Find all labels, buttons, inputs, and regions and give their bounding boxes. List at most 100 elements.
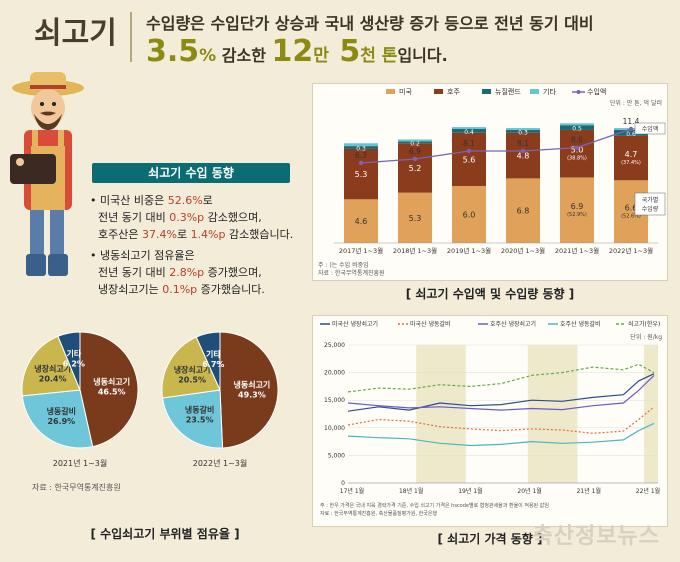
pie-title: 2021년 1~3월 bbox=[53, 458, 108, 468]
b1-l3-pre: 호주산은 bbox=[98, 228, 142, 241]
value-label: 6.9 bbox=[409, 147, 421, 156]
bar-value-label: 6.9 bbox=[571, 202, 584, 211]
bar-value-label: 5.2 bbox=[409, 164, 422, 173]
pie-slice bbox=[219, 331, 279, 449]
bar-note: 주 : )는 수입 비중임 bbox=[318, 261, 369, 269]
pie-value-label: 20.5% bbox=[178, 376, 206, 385]
bar-segment bbox=[452, 129, 486, 133]
value-label: 6.3 bbox=[355, 151, 367, 160]
bar-category-label: 2022년 1~3월 bbox=[609, 246, 653, 255]
bar-value-label: 6.8 bbox=[517, 207, 530, 216]
pie-slice bbox=[161, 389, 224, 449]
headline-txt2: 입니다. bbox=[397, 46, 448, 65]
bar-value-label: 6.0 bbox=[463, 211, 476, 220]
b2-l2-post: 증가했으며, bbox=[204, 266, 262, 279]
b2-v1: 2.8%p bbox=[169, 266, 205, 279]
b1-mid: 로 bbox=[202, 194, 213, 207]
x-tick-label: 22년 1월 bbox=[636, 487, 660, 495]
pie-label: 냉장쇠고기 bbox=[34, 364, 71, 374]
b2-v2: 0.1%p bbox=[162, 283, 198, 296]
shade-region bbox=[416, 345, 466, 483]
pie-slice bbox=[21, 389, 94, 449]
bar-share-label: (52.9%) bbox=[567, 212, 587, 218]
legend-label: 호주 bbox=[447, 88, 460, 96]
price-line bbox=[347, 373, 655, 412]
x-tick-label: 20년 1월 bbox=[517, 487, 541, 495]
bar-segment bbox=[452, 132, 486, 186]
bar-value-label: 0.5 bbox=[572, 126, 582, 133]
right-label-box2 bbox=[634, 192, 666, 216]
value-point bbox=[358, 160, 364, 166]
b1-l2-post: 감소했으며, bbox=[204, 211, 262, 224]
y-tick-label: 10,000 bbox=[324, 425, 345, 432]
line-caption: [ 쇠고기 가격 동향 ] bbox=[437, 532, 543, 546]
headline-line1: 수입량은 수입단가 상승과 국내 생산량 증가 등으로 전년 동기 대비 bbox=[146, 14, 594, 33]
y-tick-label: 5,000 bbox=[328, 452, 345, 459]
bar-category-label: 2021년 1~3월 bbox=[555, 246, 599, 255]
pie-source: 자료 : 한국무역통계진흥원 bbox=[32, 483, 121, 492]
shade-region bbox=[527, 345, 578, 483]
pie-caption: [ 수입쇠고기 부위별 점유율 ] bbox=[90, 527, 240, 541]
x-tick-label: 18년 1월 bbox=[399, 487, 423, 495]
page-title: 쇠고기 bbox=[34, 16, 117, 51]
bar-segment bbox=[506, 178, 540, 243]
headline-num2: 12 bbox=[271, 34, 314, 69]
bar-value-label: 6.6 bbox=[625, 204, 638, 213]
bar-value-label: 4.7 bbox=[625, 150, 638, 159]
legend-label: 쇠고기(한우) bbox=[628, 320, 660, 328]
y-tick-label: 15,000 bbox=[324, 397, 345, 404]
legend-label: 뉴질랜드 bbox=[495, 87, 521, 96]
bar-segment bbox=[344, 143, 378, 147]
pie-label: 냉동갈비 bbox=[47, 406, 76, 416]
legend-swatch bbox=[434, 89, 443, 94]
legend-label: 기타 bbox=[543, 87, 556, 96]
headline-line2: 3.5% 감소한 12만 5천 톤입니다. bbox=[146, 34, 448, 69]
b2-l3-pre: 냉장쇠고기는 bbox=[98, 283, 163, 296]
bar-segment bbox=[560, 125, 594, 130]
bar-category-label: 2018년 1~3월 bbox=[393, 246, 437, 255]
bar-segment bbox=[614, 129, 648, 136]
right-label-country: 국가별 bbox=[642, 196, 659, 204]
pie-label: 냉장쇠고기 bbox=[174, 365, 211, 375]
value-label: 8.1 bbox=[463, 139, 475, 148]
value-point bbox=[466, 148, 472, 154]
pie-label: 냉동갈비 bbox=[185, 405, 214, 415]
bar-segment bbox=[452, 127, 486, 129]
b1-l3-mid: 로 bbox=[176, 228, 191, 241]
price-line bbox=[347, 406, 655, 434]
legend-marker bbox=[576, 90, 581, 94]
bar-value-label: 5.6 bbox=[463, 155, 476, 164]
value-label: 8.1 bbox=[517, 139, 529, 148]
bar-segment bbox=[506, 128, 540, 130]
bar-value-label: 5.0 bbox=[571, 146, 584, 155]
pie-slice bbox=[195, 331, 221, 391]
legend-label: 수입액 bbox=[587, 88, 606, 96]
bar-source: 자료 : 한국무역통계진흥원 bbox=[318, 269, 385, 277]
bar-unit-label: 단위 : 만 톤, 억 달러 bbox=[610, 99, 662, 107]
headline-pct: % bbox=[199, 46, 217, 66]
pie-value-label: 46.5% bbox=[98, 387, 126, 396]
b1-v4: 1.4%p bbox=[190, 228, 226, 241]
bar-category-label: 2020년 1~3월 bbox=[501, 246, 545, 255]
x-tick-label: 17년 1월 bbox=[340, 487, 364, 495]
y-tick-label: 20,000 bbox=[324, 370, 345, 377]
shade-region bbox=[644, 345, 658, 483]
right-label-volume: 수입량 bbox=[642, 205, 659, 213]
y-tick-label: 25,000 bbox=[324, 342, 345, 349]
pie-value-label: 20.4% bbox=[39, 375, 67, 384]
b1-l3-post: 감소했습니다. bbox=[225, 228, 294, 241]
line-note: 주 : 한우 가격은 국내 지육 경락가격 기준, 수입 쇠고기 가격은 hsc… bbox=[320, 502, 549, 509]
bar-segment bbox=[398, 192, 432, 243]
value-point bbox=[628, 126, 634, 132]
bar-value-label: 5.3 bbox=[409, 214, 422, 223]
headline-unit2: 만 bbox=[313, 46, 329, 66]
bar-segment bbox=[560, 129, 594, 178]
trend-bullets: • 미국산 비중은 52.6%로 전년 동기 대비 0.3%p 감소했으며, 호… bbox=[90, 192, 305, 298]
pie-value-label: 49.3% bbox=[238, 390, 266, 399]
price-line bbox=[347, 374, 655, 411]
headline-num3: 5 bbox=[328, 34, 361, 69]
bar-value-label: 5.3 bbox=[355, 170, 368, 179]
pie-value-label: 23.5% bbox=[186, 416, 214, 425]
bar-value-label: 0.4 bbox=[464, 129, 474, 136]
bar-share-label: (38.8%) bbox=[567, 156, 587, 162]
